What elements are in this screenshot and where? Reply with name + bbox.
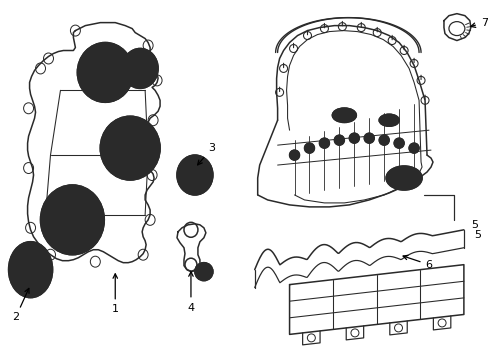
- Text: 4: 4: [187, 272, 194, 312]
- Text: 7: 7: [470, 18, 487, 28]
- Text: 5: 5: [455, 221, 480, 240]
- Ellipse shape: [195, 263, 212, 280]
- Text: 6: 6: [402, 255, 432, 270]
- Text: 3: 3: [197, 143, 215, 165]
- Ellipse shape: [364, 133, 373, 143]
- Ellipse shape: [393, 138, 403, 148]
- Ellipse shape: [378, 135, 388, 145]
- Ellipse shape: [334, 135, 344, 145]
- Text: 2: 2: [12, 288, 29, 323]
- Ellipse shape: [177, 155, 212, 195]
- Ellipse shape: [304, 143, 314, 153]
- Ellipse shape: [378, 114, 398, 126]
- Ellipse shape: [386, 166, 421, 190]
- Ellipse shape: [122, 49, 158, 88]
- Ellipse shape: [289, 150, 299, 160]
- Text: 1: 1: [112, 274, 119, 315]
- Ellipse shape: [9, 242, 52, 298]
- Ellipse shape: [41, 185, 104, 255]
- Ellipse shape: [348, 133, 359, 143]
- Text: 5: 5: [470, 220, 477, 230]
- Ellipse shape: [100, 116, 160, 180]
- Ellipse shape: [332, 108, 356, 122]
- Ellipse shape: [408, 143, 418, 153]
- Ellipse shape: [77, 42, 133, 102]
- Ellipse shape: [319, 138, 329, 148]
